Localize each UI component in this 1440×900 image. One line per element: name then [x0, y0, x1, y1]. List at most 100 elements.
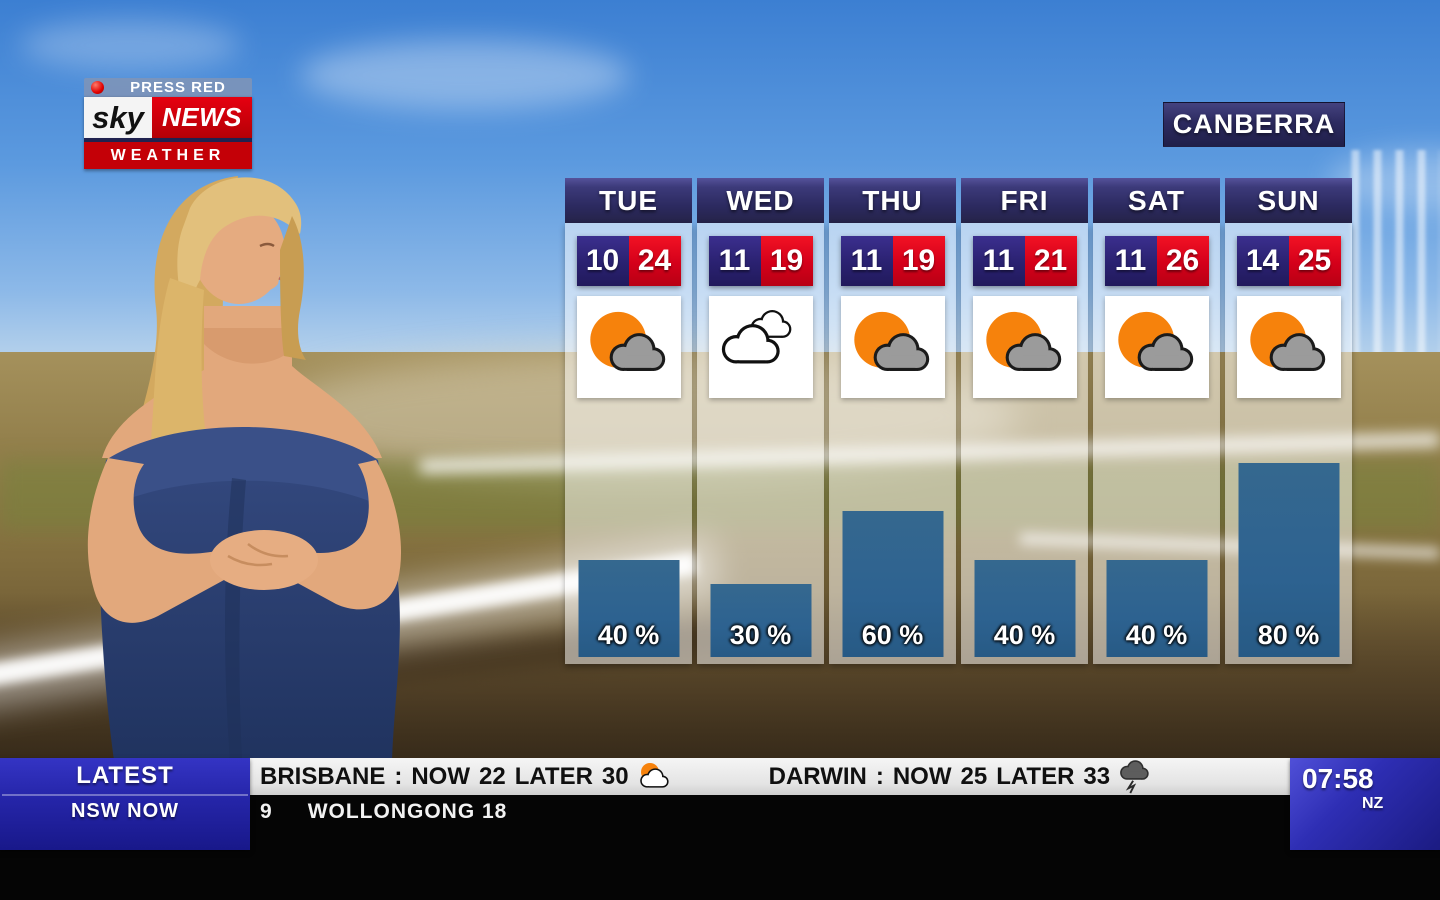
min-temp: 11 [1104, 236, 1157, 286]
weather-banner: WEATHER [84, 138, 252, 169]
weather-presenter [87, 176, 402, 760]
sun-cloud-icon [847, 302, 939, 392]
forecast-day-column: SUN 80 % 14 25 [1225, 178, 1352, 664]
rain-bar [578, 560, 679, 657]
ticker-separator: : [875, 762, 884, 790]
divider [2, 794, 248, 796]
day-name: SUN [1225, 178, 1352, 223]
ticker-now-value: 22 [479, 762, 506, 790]
ticker-later-label: LATER [996, 762, 1075, 790]
rain-percent-label: 40 % [1125, 620, 1188, 650]
sun-cloud-icon [583, 302, 675, 392]
forecast-day-column: SAT 40 % 11 26 [1093, 178, 1220, 664]
cloud-blob [20, 20, 240, 70]
day-body: 40 % 11 26 [1093, 223, 1220, 664]
scroll-prefix: 9 [260, 800, 272, 823]
weather-icon-box [1236, 296, 1341, 398]
weather-icon-box [840, 296, 945, 398]
min-temp: 10 [576, 236, 629, 286]
temperature-pair: 10 24 [576, 236, 681, 286]
sun-cloud-icon [979, 302, 1071, 392]
rain-probability-zone: 30 % [697, 223, 824, 664]
rain-percent-label: 30 % [729, 620, 792, 650]
forecast-day-column: THU 60 % 11 19 [829, 178, 956, 664]
logo-news-text: NEWS [152, 97, 252, 138]
rain-bar [1238, 463, 1339, 657]
clock-zone: NZ [1362, 795, 1384, 812]
weather-icon-box [708, 296, 813, 398]
clock-box: 07:58 NZ [1290, 758, 1440, 850]
rain-bar [974, 560, 1075, 657]
day-name: SAT [1093, 178, 1220, 223]
weather-icon-box [576, 296, 681, 398]
day-body: 80 % 14 25 [1225, 223, 1352, 664]
ticker-now-label: NOW [411, 762, 470, 790]
forecast-day-column: WED 30 % 11 19 [697, 178, 824, 664]
min-temp: 11 [708, 236, 761, 286]
rain-bar [1106, 560, 1207, 657]
rain-probability-zone: 40 % [565, 223, 692, 664]
clock-time: 07:58 [1302, 763, 1374, 794]
location-badge: CANBERRA [1163, 102, 1345, 147]
temperature-pair: 14 25 [1236, 236, 1341, 286]
ticker-footer: BRISBANE : NOW 22 LATER 30 DARWIN : NOW … [0, 758, 1440, 900]
rain-percent-label: 40 % [597, 620, 660, 650]
day-name: THU [829, 178, 956, 223]
latest-label: LATEST [76, 762, 174, 789]
temperature-pair: 11 21 [972, 236, 1077, 286]
rain-percent-label: 40 % [993, 620, 1056, 650]
rain-probability-zone: 40 % [961, 223, 1088, 664]
ticker-later-value: 33 [1083, 762, 1111, 790]
min-temp: 11 [972, 236, 1025, 286]
ticker-later-label: LATER [514, 762, 593, 790]
rain-probability-zone: 60 % [829, 223, 956, 664]
max-temp: 21 [1024, 236, 1077, 286]
ticker-city: DARWIN [768, 762, 867, 790]
rain-bar [710, 584, 811, 657]
sun-cloud-icon [637, 762, 673, 792]
sun-cloud-icon [1243, 302, 1335, 392]
sky-news-logo: sky NEWS [84, 97, 252, 138]
max-temp: 24 [628, 236, 681, 286]
ticker-scroll-row: 9 WOLLONGONG 18 [250, 795, 1290, 840]
ticker-weather-icon [1118, 760, 1152, 794]
logo-sky-text: sky [84, 97, 152, 138]
day-body: 60 % 11 19 [829, 223, 956, 664]
forecast-panel: TUE 40 % 10 24 WED [565, 178, 1352, 664]
ticker-now-label: NOW [892, 762, 952, 790]
max-temp: 26 [1156, 236, 1209, 286]
weather-icon-box [972, 296, 1077, 398]
ticker-separator: : [394, 762, 403, 790]
max-temp: 19 [892, 236, 945, 286]
storm-icon [1118, 760, 1152, 794]
press-red-banner: PRESS RED [84, 78, 252, 97]
light-pillars [1344, 150, 1440, 362]
temperature-pair: 11 19 [840, 236, 945, 286]
day-name: FRI [961, 178, 1088, 223]
min-temp: 14 [1236, 236, 1289, 286]
cloud-blob [300, 40, 630, 110]
latest-panel: LATEST NSW NOW [0, 758, 250, 850]
scroll-text: WOLLONGONG 18 [307, 800, 508, 823]
ticker-later-value: 30 [601, 762, 629, 790]
forecast-day-column: FRI 40 % 11 21 [961, 178, 1088, 664]
temperature-pair: 11 19 [708, 236, 813, 286]
temperature-pair: 11 26 [1104, 236, 1209, 286]
day-name: TUE [565, 178, 692, 223]
press-red-label: PRESS RED [130, 79, 226, 96]
day-body: 30 % 11 19 [697, 223, 824, 664]
rain-probability-zone: 40 % [1093, 223, 1220, 664]
ticker-top-row: BRISBANE : NOW 22 LATER 30 DARWIN : NOW … [250, 758, 1290, 795]
day-body: 40 % 10 24 [565, 223, 692, 664]
cloudy-icon [715, 302, 807, 392]
rain-percent-label: 60 % [861, 620, 924, 650]
red-button-icon [91, 81, 104, 94]
rain-probability-zone: 80 % [1225, 223, 1352, 664]
rain-bar [842, 511, 943, 657]
sun-cloud-icon [1111, 302, 1203, 392]
min-temp: 11 [840, 236, 893, 286]
max-temp: 19 [760, 236, 813, 286]
day-body: 40 % 11 21 [961, 223, 1088, 664]
max-temp: 25 [1288, 236, 1341, 286]
